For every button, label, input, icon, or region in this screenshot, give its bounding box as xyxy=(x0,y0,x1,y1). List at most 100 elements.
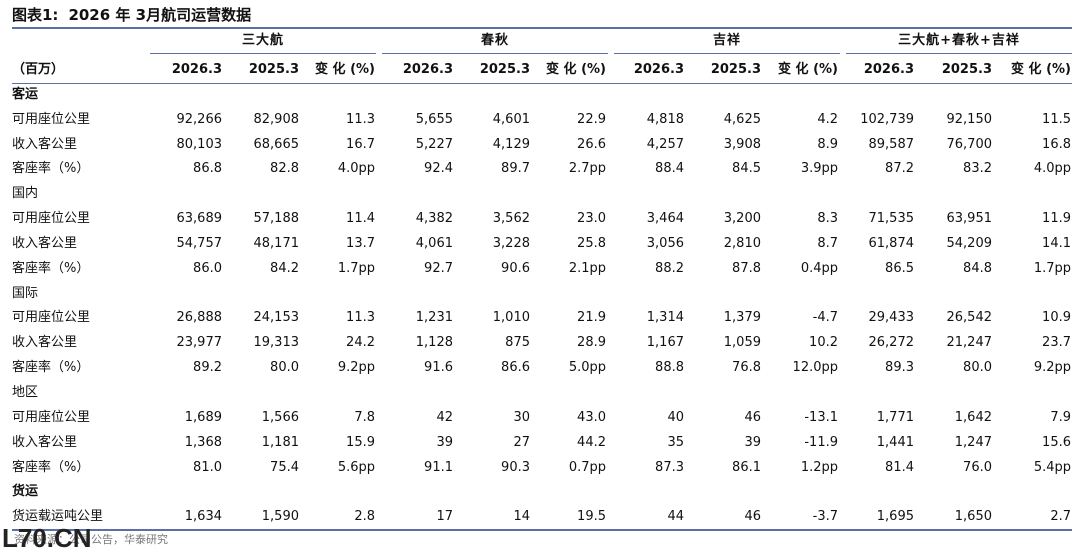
table-cell: 88.8 xyxy=(655,360,684,376)
top-rule xyxy=(12,27,1072,29)
column-header: 2025.3 xyxy=(248,62,299,77)
table-cell: 1.2pp xyxy=(800,459,838,475)
data-table: （百万） 2026.3 2025.3 变 化 (%) 2026.3 2025.3 变 化 … xyxy=(0,58,1080,530)
table-cell: 5,655 xyxy=(415,111,453,127)
table-cell: 3,200 xyxy=(723,211,761,227)
row-label: 收入客公里 xyxy=(12,434,78,450)
table-cell: 15.6 xyxy=(1042,434,1071,450)
table-cell: 43.0 xyxy=(577,409,606,425)
table-cell: 92.7 xyxy=(424,260,453,276)
section-row: 货运 xyxy=(0,480,1080,505)
table-cell: 86.5 xyxy=(885,260,914,276)
table-cell: 1,247 xyxy=(954,434,992,450)
column-header: 2026.3 xyxy=(402,62,453,77)
table-cell: 63,951 xyxy=(946,211,993,227)
table-cell: 63,689 xyxy=(176,211,223,227)
table-cell: 75.4 xyxy=(270,459,299,475)
table-cell: 4,382 xyxy=(415,211,453,227)
table-cell: 28.9 xyxy=(577,335,606,351)
table-cell: 11.9 xyxy=(1042,211,1071,227)
source-note: 资料来源：公司公告，华泰研究 xyxy=(14,533,168,546)
table-cell: 82.8 xyxy=(270,161,299,177)
table-cell: 2.8 xyxy=(354,509,375,525)
table-cell: 3.9pp xyxy=(800,161,838,177)
table-cell: 10.9 xyxy=(1042,310,1071,326)
table-cell: 17 xyxy=(436,509,453,525)
table-cell: 23,977 xyxy=(176,335,223,351)
table-cell: 14.1 xyxy=(1042,235,1071,251)
row-label: 货运载运吨公里 xyxy=(12,509,104,525)
row-label: 可用座位公里 xyxy=(12,409,91,425)
table-cell: 39 xyxy=(744,434,761,450)
table-cell: 8.9 xyxy=(817,136,838,152)
figure-number: 图表1: xyxy=(12,6,59,24)
row-label: 客座率（%） xyxy=(12,360,90,376)
table-row: 收入客公里 80,103 68,665 16.7 5,227 4,129 26.6 4,257… xyxy=(0,133,1080,158)
table-cell: 16.7 xyxy=(346,136,375,152)
group-header-spring: 春秋 xyxy=(382,28,608,54)
table-cell: 19,313 xyxy=(253,335,300,351)
table-cell: 1.7pp xyxy=(337,260,375,276)
table-cell: 48,171 xyxy=(253,235,300,251)
row-label: 收入客公里 xyxy=(12,235,78,251)
column-header: 2026.3 xyxy=(171,62,222,77)
table-cell: 1,314 xyxy=(646,310,684,326)
column-header: 变 化 (%) xyxy=(315,62,375,77)
table-cell: 26.6 xyxy=(577,136,606,152)
table-cell: 102,739 xyxy=(860,111,914,127)
figure-title-text: 2026 年 3月航司运营数据 xyxy=(68,6,252,24)
table-cell: 29,433 xyxy=(868,310,915,326)
table-cell: 10.2 xyxy=(809,335,838,351)
table-cell: -4.7 xyxy=(812,310,838,326)
table-cell: 91.6 xyxy=(424,360,453,376)
table-cell: 12.0pp xyxy=(792,360,838,376)
table-cell: 1,167 xyxy=(646,335,684,351)
table-cell: 5.6pp xyxy=(337,459,375,475)
table-cell: 89.3 xyxy=(885,360,914,376)
table-cell: 84.5 xyxy=(732,161,761,177)
table-cell: -11.9 xyxy=(804,434,838,450)
table-cell: 1,634 xyxy=(184,509,222,525)
table-row: 可用座位公里 26,888 24,153 11.3 1,231 1,010 21.9 1,31… xyxy=(0,306,1080,331)
table-cell: 0.7pp xyxy=(568,459,606,475)
table-cell: 1,379 xyxy=(723,310,761,326)
table-cell: 88.4 xyxy=(655,161,684,177)
table-cell: 46 xyxy=(744,409,761,425)
table-cell: 26,542 xyxy=(946,310,993,326)
group-header-total: 三大航+春秋+吉祥 xyxy=(846,28,1072,54)
table-cell: 1,368 xyxy=(184,434,222,450)
row-label: 货运 xyxy=(12,484,39,500)
table-cell: 1,695 xyxy=(876,509,914,525)
row-label: 国内 xyxy=(12,186,39,202)
table-cell: 87.3 xyxy=(655,459,684,475)
table-cell: 90.6 xyxy=(501,260,530,276)
table-cell: 15.9 xyxy=(346,434,375,450)
table-cell: 1,650 xyxy=(954,509,992,525)
section-row: 客运 xyxy=(0,83,1080,108)
table-cell: 76,700 xyxy=(946,136,993,152)
table-row: 收入客公里 23,977 19,313 24.2 1,128 875 28.9 1,167 1,… xyxy=(0,331,1080,356)
table-cell: 25.8 xyxy=(577,235,606,251)
table-cell: 86.6 xyxy=(501,360,530,376)
table-cell: 80,103 xyxy=(176,136,223,152)
table-cell: 26,888 xyxy=(176,310,223,326)
section-row: 地区 xyxy=(0,381,1080,406)
table-cell: 71,535 xyxy=(868,211,915,227)
table-cell: 76.0 xyxy=(963,459,992,475)
table-cell: 3,908 xyxy=(723,136,761,152)
table-cell: 86.1 xyxy=(732,459,761,475)
row-label: 客座率（%） xyxy=(12,459,90,475)
table-cell: 3,464 xyxy=(646,211,684,227)
row-label: 客座率（%） xyxy=(12,260,90,276)
table-cell: 1,181 xyxy=(261,434,299,450)
table-cell: 4,818 xyxy=(646,111,684,127)
table-cell: 23.7 xyxy=(1042,335,1071,351)
table-cell: 80.0 xyxy=(270,360,299,376)
table-cell: 87.2 xyxy=(885,161,914,177)
table-cell: 21.9 xyxy=(577,310,606,326)
table-cell: 11.3 xyxy=(346,111,375,127)
table-cell: 1,642 xyxy=(954,409,992,425)
table-row: 可用座位公里 92,266 82,908 11.3 5,655 4,601 22.9 4,81… xyxy=(0,108,1080,133)
column-header: 2026.3 xyxy=(633,62,684,77)
table-cell: 9.2pp xyxy=(1033,360,1071,376)
